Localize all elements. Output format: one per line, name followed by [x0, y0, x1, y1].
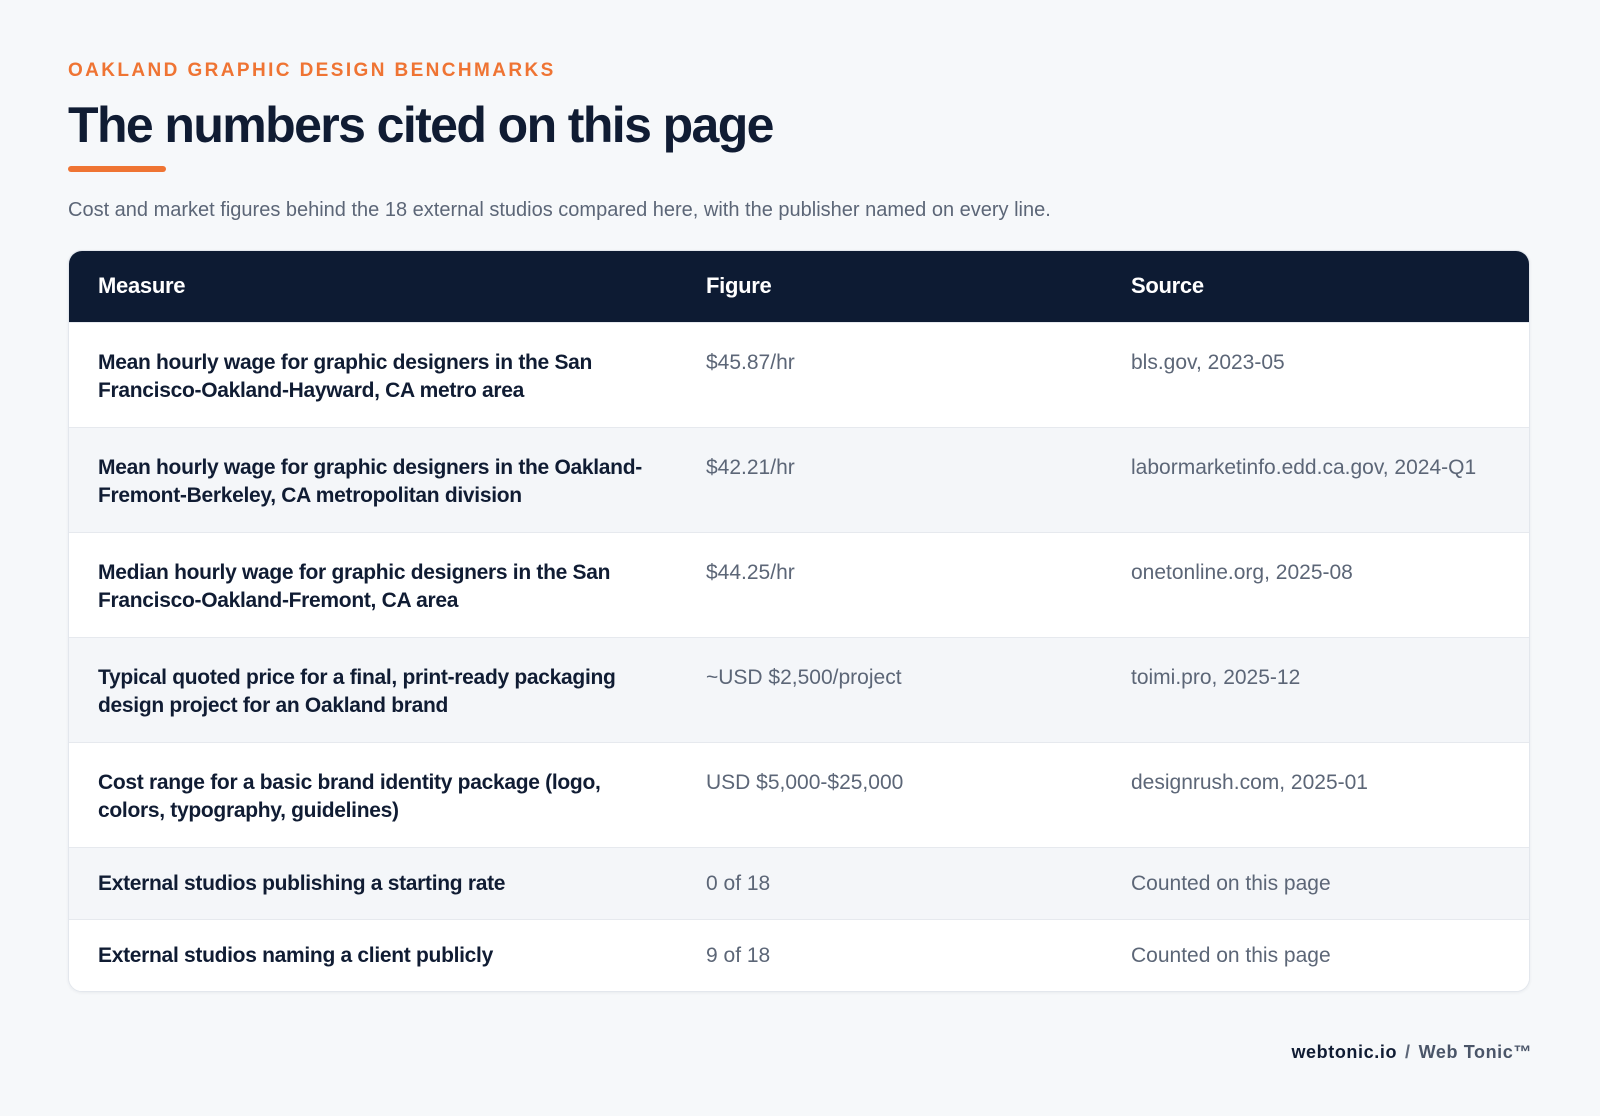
- table-row: External studios publishing a starting r…: [69, 846, 1529, 919]
- table-row: Mean hourly wage for graphic designers i…: [69, 426, 1529, 532]
- table-header-row: Measure Figure Source: [69, 251, 1529, 322]
- page-subtitle: Cost and market figures behind the 18 ex…: [68, 199, 1051, 221]
- figure-cell: USD $5,000-$25,000: [677, 741, 1102, 847]
- table-body: Mean hourly wage for graphic designers i…: [69, 321, 1529, 991]
- measure-cell: External studios publishing a starting r…: [69, 846, 677, 919]
- footer-brand: Web Tonic™: [1418, 1042, 1532, 1062]
- source-cell: onetonline.org, 2025-08: [1102, 531, 1529, 637]
- measure-cell: Cost range for a basic brand identity pa…: [69, 741, 677, 847]
- source-cell: bls.gov, 2023-05: [1102, 321, 1529, 427]
- page-title: The numbers cited on this page: [68, 97, 774, 153]
- column-header-figure: Figure: [706, 273, 772, 299]
- figure-cell: 9 of 18: [677, 918, 1102, 991]
- footer-credit: webtonic.io / Web Tonic™: [1291, 1040, 1532, 1064]
- table-header: Measure Figure Source: [69, 251, 1529, 322]
- figure-cell: $42.21/hr: [677, 426, 1102, 532]
- source-cell: designrush.com, 2025-01: [1102, 741, 1529, 847]
- footer-domain: webtonic.io: [1291, 1042, 1398, 1062]
- column-header-measure: Measure: [98, 273, 186, 299]
- benchmarks-table-card: Measure Figure Source Mean hourly wage f…: [68, 250, 1530, 992]
- title-accent-bar: [68, 166, 166, 172]
- measure-cell: Mean hourly wage for graphic designers i…: [69, 426, 677, 532]
- source-cell: Counted on this page: [1102, 846, 1529, 919]
- source-cell: Counted on this page: [1102, 918, 1529, 991]
- table-row: Cost range for a basic brand identity pa…: [69, 741, 1529, 847]
- figure-cell: $44.25/hr: [677, 531, 1102, 637]
- table-row: External studios naming a client publicl…: [69, 918, 1529, 991]
- eyebrow-label: OAKLAND GRAPHIC DESIGN BENCHMARKS: [68, 60, 556, 81]
- measure-cell: External studios naming a client publicl…: [69, 918, 677, 991]
- footer-separator: /: [1405, 1042, 1411, 1062]
- source-cell: toimi.pro, 2025-12: [1102, 636, 1529, 742]
- measure-cell: Typical quoted price for a final, print-…: [69, 636, 677, 742]
- figure-cell: $45.87/hr: [677, 321, 1102, 427]
- measure-cell: Mean hourly wage for graphic designers i…: [69, 321, 677, 427]
- table-row: Mean hourly wage for graphic designers i…: [69, 321, 1529, 427]
- benchmarks-table: Measure Figure Source Mean hourly wage f…: [69, 251, 1529, 991]
- column-header-source: Source: [1131, 273, 1204, 299]
- source-cell: labormarketinfo.edd.ca.gov, 2024-Q1: [1102, 426, 1529, 532]
- table-row: Median hourly wage for graphic designers…: [69, 531, 1529, 637]
- figure-cell: 0 of 18: [677, 846, 1102, 919]
- measure-cell: Median hourly wage for graphic designers…: [69, 531, 677, 637]
- figure-cell: ~USD $2,500/project: [677, 636, 1102, 742]
- table-row: Typical quoted price for a final, print-…: [69, 636, 1529, 742]
